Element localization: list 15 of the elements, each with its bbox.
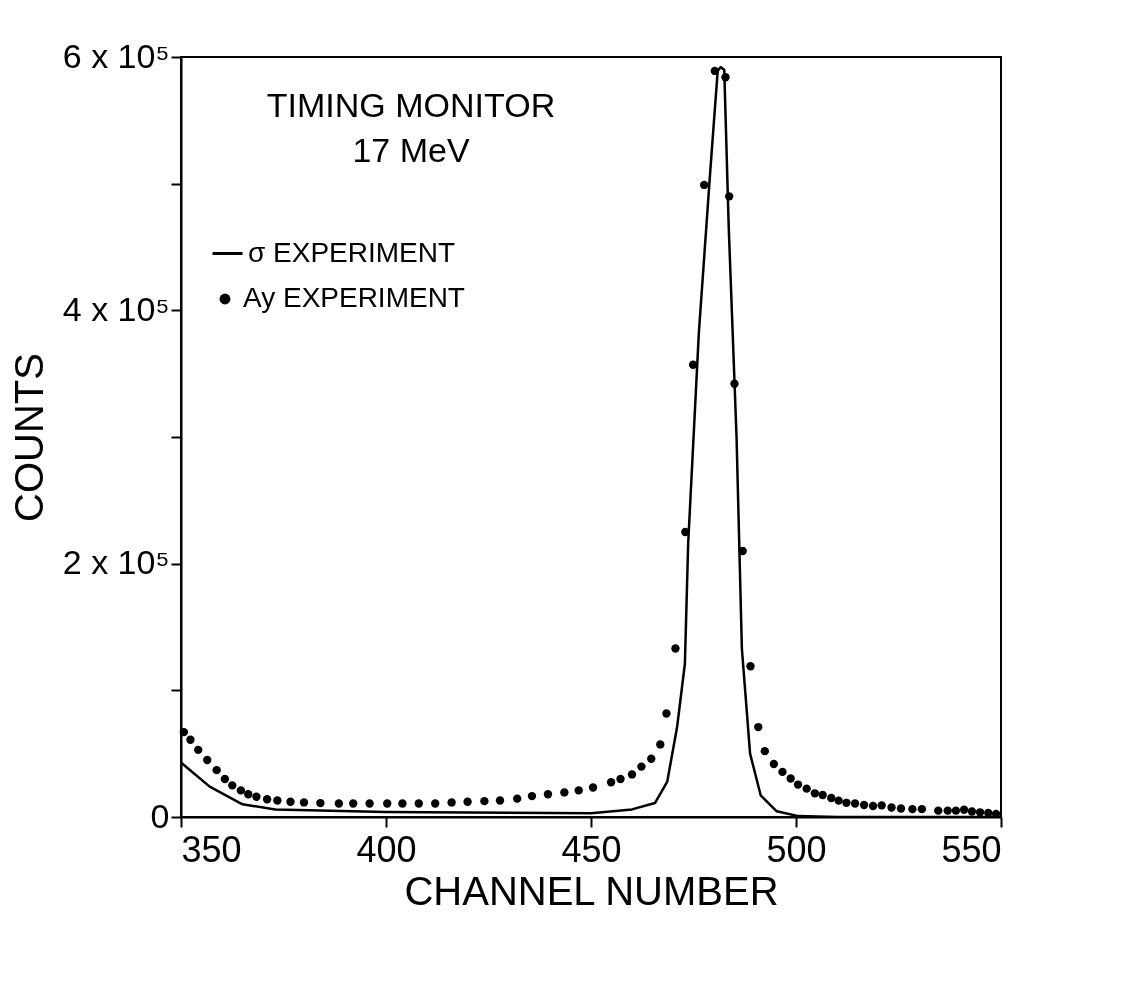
x-tick-label: 350 <box>181 828 242 870</box>
annotation: 17 MeV <box>352 131 470 169</box>
legend-label: σ EXPERIMENT <box>248 236 456 268</box>
y-axis-title: COUNTS <box>6 353 51 522</box>
x-tick-label: 450 <box>561 828 622 870</box>
y-tick-label: 0 <box>150 796 170 835</box>
legend-label: Ay EXPERIMENT <box>243 282 465 313</box>
annotation: TIMING MONITOR <box>266 86 556 124</box>
y-tick-label: 6 x 10⁵ <box>62 36 170 75</box>
y-tick-label: 4 x 10⁵ <box>62 289 170 328</box>
x-tick-label: 550 <box>941 828 1002 870</box>
x-tick-label: 500 <box>766 828 827 870</box>
x-axis-title: CHANNEL NUMBER <box>404 868 779 913</box>
y-tick-label: 2 x 10⁵ <box>62 543 170 582</box>
x-tick-label: 400 <box>356 828 417 870</box>
